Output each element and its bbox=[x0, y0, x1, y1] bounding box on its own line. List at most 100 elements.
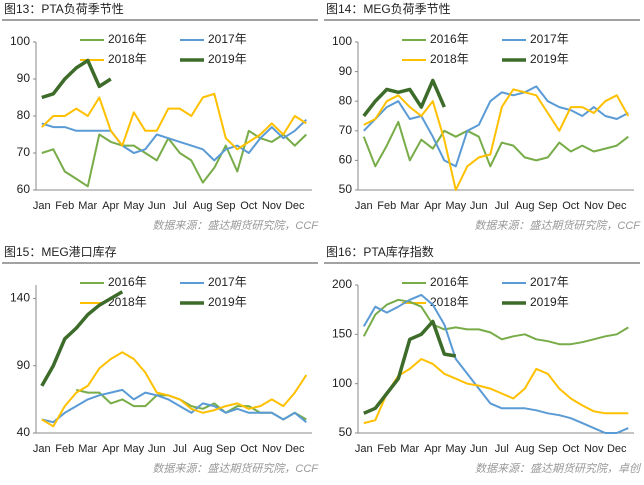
x-tick-label: Sep bbox=[216, 200, 236, 212]
x-tick-label: May bbox=[123, 200, 144, 212]
x-tick-label: Jul bbox=[495, 443, 509, 455]
x-tick-label: Jun bbox=[148, 200, 166, 212]
x-tick-label: Oct bbox=[562, 443, 579, 455]
series-line bbox=[362, 120, 629, 168]
y-tick-label: 90 bbox=[17, 358, 31, 372]
x-tick-label: Dec bbox=[607, 200, 627, 212]
x-tick-label: Sep bbox=[538, 200, 558, 212]
x-tick-label: Sep bbox=[216, 443, 236, 455]
y-tick-label: 80 bbox=[17, 108, 31, 122]
x-tick-label: Jul bbox=[173, 200, 187, 212]
legend-label: 2017年 bbox=[208, 275, 247, 289]
series-line bbox=[362, 298, 629, 346]
legend-label: 2018年 bbox=[430, 52, 469, 66]
x-tick-label: Mar bbox=[78, 200, 97, 212]
y-tick-label: 60 bbox=[339, 153, 353, 167]
legend-label: 2019年 bbox=[530, 295, 569, 309]
series-line bbox=[40, 290, 124, 387]
x-tick-label: Apr bbox=[102, 443, 119, 455]
x-tick-label: Aug bbox=[515, 200, 535, 212]
x-tick-label: Nov bbox=[584, 200, 604, 212]
legend-label: 2017年 bbox=[530, 32, 569, 46]
y-tick-label: 150 bbox=[332, 327, 352, 341]
x-tick-label: Nov bbox=[584, 443, 604, 455]
y-tick-label: 80 bbox=[339, 93, 353, 107]
y-tick-label: 40 bbox=[17, 425, 31, 439]
legend-label: 2017年 bbox=[530, 275, 569, 289]
legend-label: 2016年 bbox=[430, 275, 469, 289]
x-tick-label: Jan bbox=[355, 200, 373, 212]
x-tick-label: Jan bbox=[33, 443, 51, 455]
x-tick-label: Apr bbox=[102, 200, 119, 212]
source-note: 数据来源：盛达期货研究院，CCF bbox=[474, 219, 641, 232]
legend-label: 2019年 bbox=[208, 52, 247, 66]
x-tick-label: May bbox=[123, 443, 144, 455]
legend-label: 2019年 bbox=[530, 52, 569, 66]
x-tick-label: Feb bbox=[377, 200, 396, 212]
chart-title: 图14：MEG负荷季节性 bbox=[326, 2, 451, 16]
x-tick-label: Aug bbox=[515, 443, 535, 455]
y-tick-label: 60 bbox=[17, 182, 31, 196]
x-tick-label: Aug bbox=[193, 443, 213, 455]
y-tick-label: 50 bbox=[339, 182, 353, 196]
x-tick-label: Feb bbox=[55, 200, 74, 212]
x-tick-label: Jan bbox=[355, 443, 373, 455]
chart-title: 图13：PTA负荷季节性 bbox=[4, 2, 124, 16]
legend-label: 2016年 bbox=[430, 32, 469, 46]
y-tick-label: 50 bbox=[339, 425, 353, 439]
x-tick-label: May bbox=[445, 443, 466, 455]
x-tick-label: Jul bbox=[495, 200, 509, 212]
series-line bbox=[76, 388, 307, 421]
y-tick-label: 100 bbox=[332, 34, 352, 48]
x-tick-label: Nov bbox=[262, 200, 282, 212]
series-line bbox=[363, 88, 630, 191]
y-tick-label: 90 bbox=[339, 64, 353, 78]
series-line bbox=[362, 293, 629, 434]
x-tick-label: Mar bbox=[78, 443, 97, 455]
series-line bbox=[41, 118, 307, 162]
legend-label: 2018年 bbox=[108, 52, 147, 66]
series-line bbox=[362, 78, 446, 118]
x-tick-label: Jul bbox=[173, 443, 187, 455]
x-tick-label: Jan bbox=[33, 200, 51, 212]
x-tick-label: Nov bbox=[262, 443, 282, 455]
x-tick-label: Jun bbox=[470, 443, 488, 455]
series-line bbox=[41, 129, 307, 188]
y-tick-label: 70 bbox=[339, 123, 353, 137]
legend-label: 2018年 bbox=[108, 295, 147, 309]
x-tick-label: Mar bbox=[400, 200, 419, 212]
series-line bbox=[363, 85, 629, 168]
x-tick-label: Jun bbox=[470, 200, 488, 212]
x-tick-label: Apr bbox=[424, 443, 441, 455]
series-line bbox=[363, 358, 629, 425]
x-tick-label: Oct bbox=[562, 200, 579, 212]
source-note: 数据来源：盛达期货研究院，卓创 bbox=[475, 462, 642, 475]
x-tick-label: Apr bbox=[424, 200, 441, 212]
y-tick-label: 200 bbox=[332, 277, 352, 291]
legend-label: 2019年 bbox=[208, 295, 247, 309]
legend-label: 2016年 bbox=[108, 32, 147, 46]
series-line bbox=[41, 388, 307, 424]
chart-title: 图15：MEG港口库存 bbox=[4, 244, 117, 259]
y-tick-label: 140 bbox=[10, 291, 30, 305]
y-tick-label: 90 bbox=[17, 71, 31, 85]
x-tick-label: Sep bbox=[538, 443, 558, 455]
y-tick-label: 100 bbox=[332, 376, 352, 390]
x-tick-label: Aug bbox=[193, 200, 213, 212]
x-tick-label: Dec bbox=[285, 200, 305, 212]
series-line bbox=[363, 319, 457, 415]
y-tick-label: 100 bbox=[10, 34, 30, 48]
x-tick-label: Dec bbox=[607, 443, 627, 455]
x-tick-label: Oct bbox=[240, 200, 257, 212]
legend-label: 2017年 bbox=[208, 32, 247, 46]
x-tick-label: Feb bbox=[377, 443, 396, 455]
series-line bbox=[41, 351, 308, 428]
series-line bbox=[41, 58, 112, 100]
legend-label: 2016年 bbox=[108, 275, 147, 289]
x-tick-label: May bbox=[445, 200, 466, 212]
x-tick-label: Jun bbox=[148, 443, 166, 455]
x-tick-label: Dec bbox=[285, 443, 305, 455]
x-tick-label: Feb bbox=[55, 443, 74, 455]
x-tick-label: Oct bbox=[240, 443, 257, 455]
